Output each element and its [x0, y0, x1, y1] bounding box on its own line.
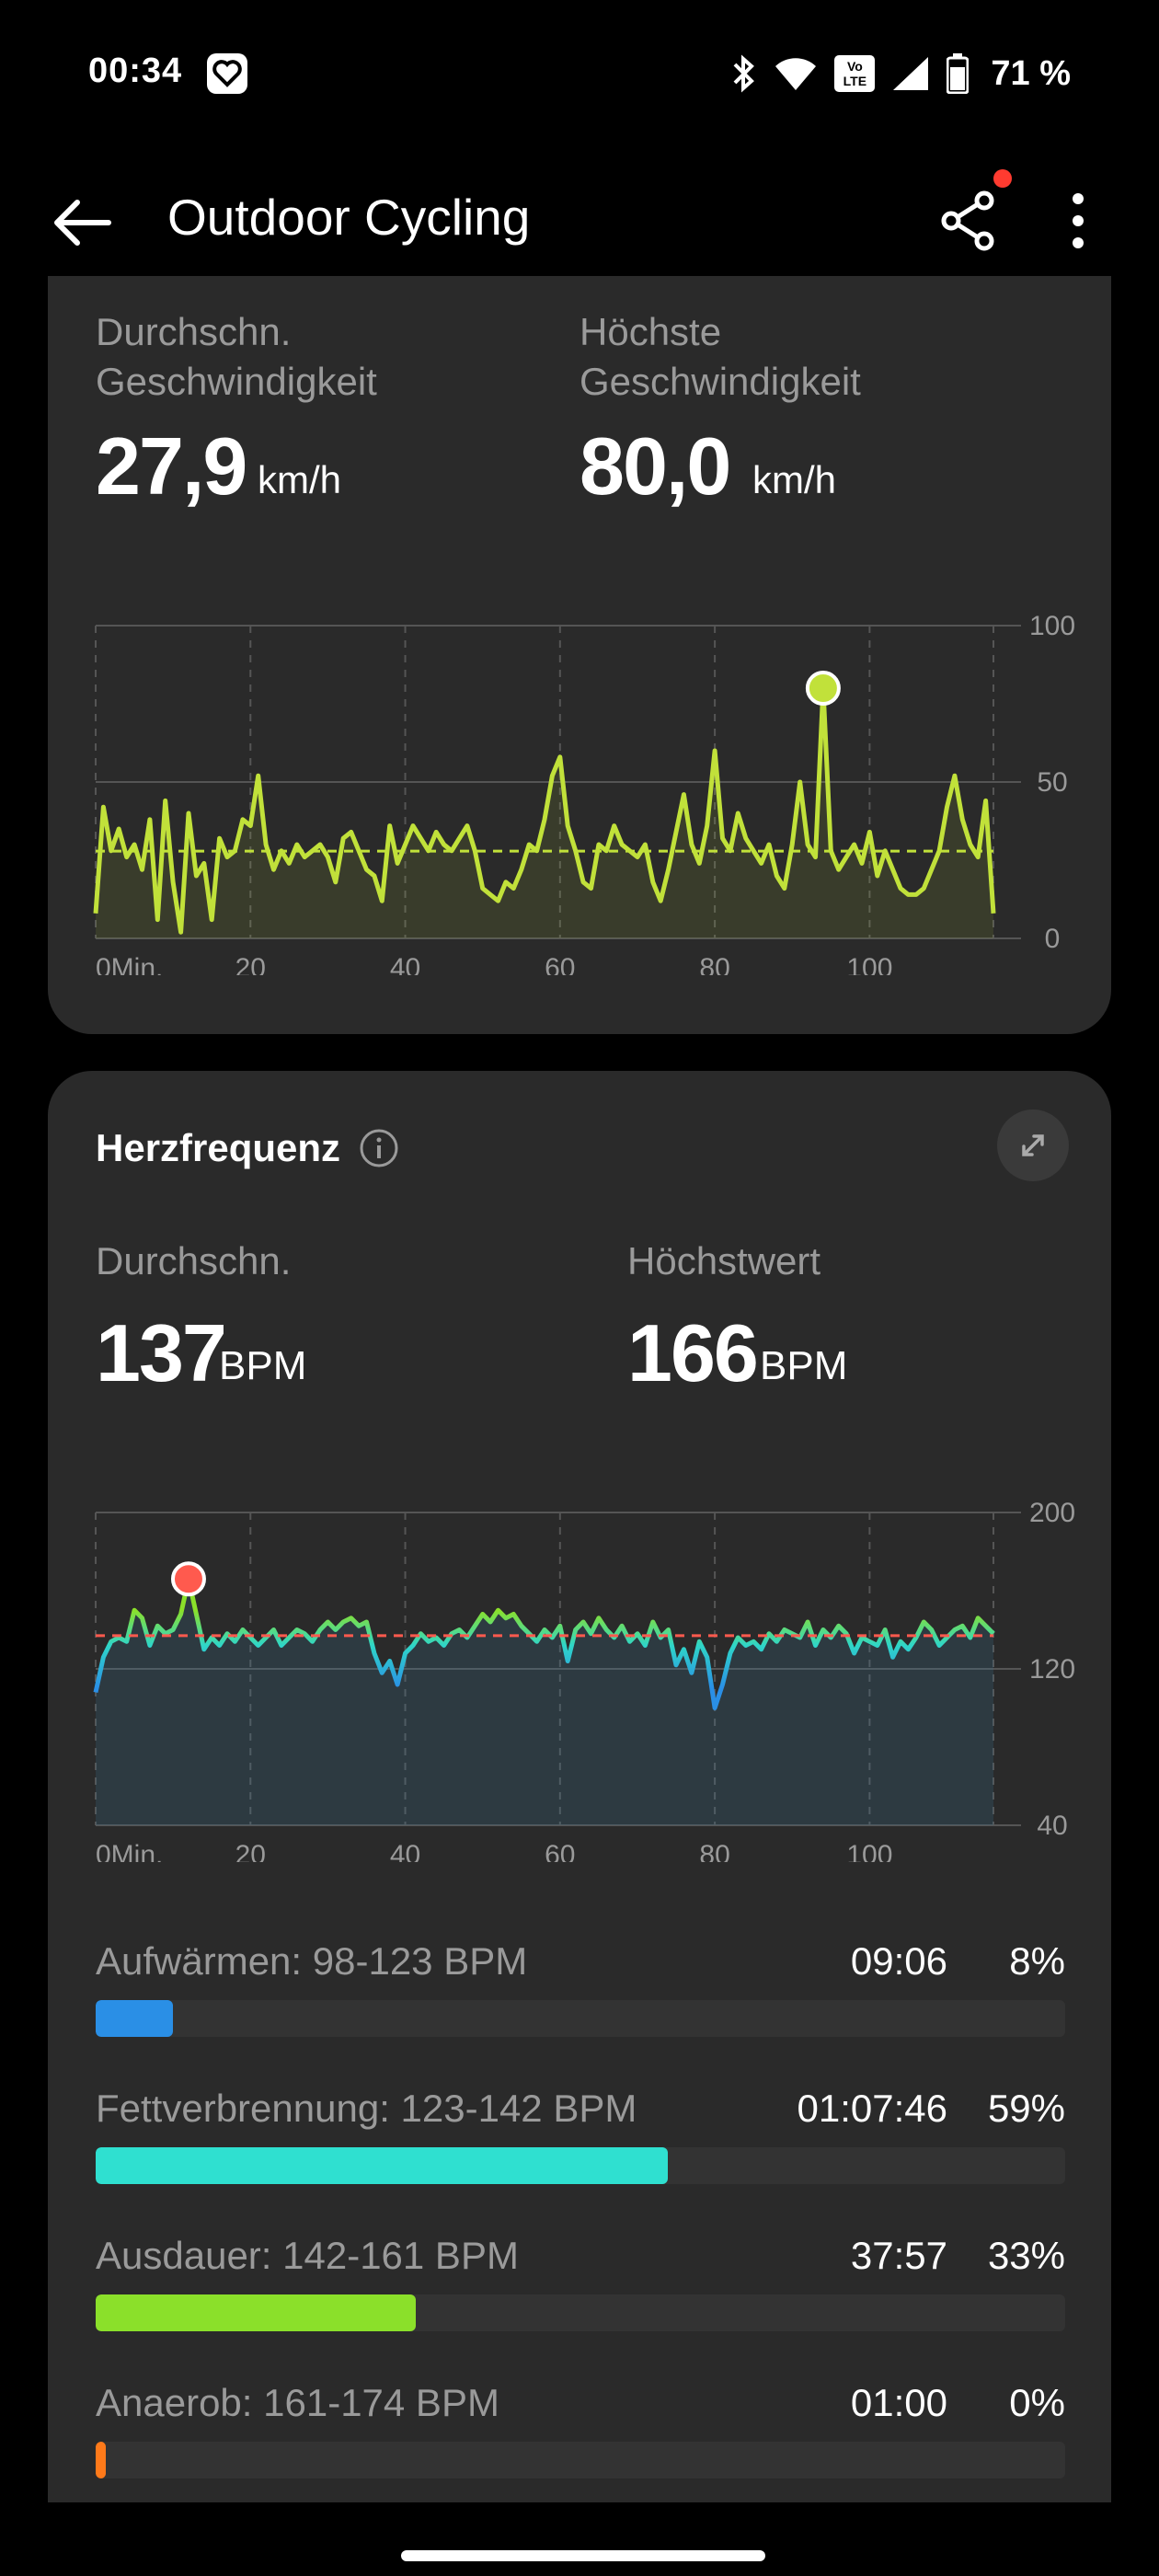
zone-bar-fill	[96, 2294, 416, 2331]
app-bar: Outdoor Cycling	[0, 166, 1159, 276]
x-tick-label: 100	[846, 953, 892, 975]
zone-bar-fill	[96, 2000, 174, 2037]
hr-avg-unit: BPM	[219, 1343, 307, 1388]
bluetooth-icon	[733, 54, 755, 93]
max-marker[interactable]	[170, 1561, 206, 1597]
x-tick-label: 40	[390, 953, 420, 975]
y-tick-label: 0	[1045, 924, 1061, 954]
zone-time: 09:06	[850, 1939, 947, 1983]
x-tick-label: 100	[846, 1840, 892, 1862]
page-title: Outdoor Cycling	[167, 189, 531, 246]
hr-avg-value: 137	[96, 1307, 227, 1398]
x-tick-label: 0Min.	[96, 1840, 163, 1862]
x-tick-label: 60	[545, 1840, 575, 1862]
max-speed-value: 80,0	[580, 420, 731, 512]
zone-warmup: Aufwärmen: 98-123 BPM 09:06 8%	[96, 1939, 1065, 2087]
volte-icon: Vo LTE	[834, 55, 876, 92]
home-gesture-handle[interactable]	[401, 2550, 765, 2561]
x-tick-label: 20	[235, 1840, 266, 1862]
hr-max-value: 166	[627, 1307, 759, 1398]
zone-bar-track	[96, 2000, 1065, 2037]
expand-icon	[1022, 1134, 1044, 1156]
y-tick-label: 100	[1029, 611, 1075, 641]
max-marker[interactable]	[805, 671, 841, 706]
avg-speed-label: Durchschn. Geschwindigkeit	[96, 310, 377, 403]
x-tick-label: 60	[545, 953, 575, 975]
zone-label: Fettverbrennung: 123-142 BPM	[96, 2087, 637, 2130]
hr-max-label: Höchstwert	[627, 1239, 821, 1282]
zone-time: 37:57	[850, 2234, 947, 2277]
hr-avg-label: Durchschn.	[96, 1239, 292, 1282]
zone-label: Anaerob: 161-174 BPM	[96, 2381, 499, 2424]
info-icon[interactable]	[359, 1128, 399, 1168]
app-notification-icon	[207, 53, 247, 94]
heart-rate-title: Herzfrequenz	[96, 1126, 341, 1169]
heart-rate-chart: 40 120 200 0Min. 20 40 60 80 100	[93, 1498, 1075, 1862]
zone-anaerobic: Anaerob: 161-174 BPM 01:00 0%	[96, 2381, 1065, 2528]
chart-area	[96, 688, 993, 938]
status-bar: 00:34 Vo LTE 71 %	[0, 0, 1159, 147]
x-tick-label: 40	[390, 1840, 420, 1862]
signal-icon	[893, 57, 929, 90]
share-icon[interactable]	[935, 186, 1004, 256]
battery-icon	[947, 53, 970, 94]
status-icons: Vo LTE 71 %	[731, 50, 1071, 98]
zone-bar-track	[96, 2442, 1065, 2478]
zone-label: Aufwärmen: 98-123 BPM	[96, 1939, 528, 1983]
speed-chart: 0 50 100 0Min. 20 40 60 80 100	[93, 611, 1075, 975]
zone-time: 01:00	[850, 2381, 947, 2424]
zone-bar-fill	[96, 2147, 668, 2184]
zone-label: Ausdauer: 142-161 BPM	[96, 2234, 519, 2277]
x-tick-label: 80	[699, 1840, 729, 1862]
status-time: 00:34	[88, 52, 183, 90]
zone-time: 01:07:46	[797, 2087, 948, 2130]
chart-area	[96, 1579, 993, 1825]
share-notification-badge	[993, 169, 1012, 188]
avg-speed-unit: km/h	[258, 458, 342, 501]
heart-rate-card: Herzfrequenz Durchschn. 137 BPM Höchstwe…	[48, 1071, 1111, 2576]
zone-bar-track	[96, 2294, 1065, 2331]
zone-bar-fill	[96, 2442, 106, 2478]
y-tick-label: 200	[1029, 1498, 1075, 1528]
back-arrow-icon[interactable]	[50, 190, 116, 256]
expand-button[interactable]	[997, 1110, 1069, 1181]
zone-percentage: 59%	[987, 2087, 1065, 2130]
y-tick-label: 50	[1037, 767, 1067, 798]
wifi-icon	[775, 58, 817, 90]
chart-line	[93, 1576, 995, 1710]
y-tick-label: 40	[1037, 1811, 1067, 1841]
navigation-bar	[0, 2502, 1159, 2576]
max-speed-unit: km/h	[752, 458, 837, 501]
battery-percentage: 71 %	[991, 53, 1071, 93]
zone-percentage: 8%	[1009, 1939, 1065, 1983]
avg-speed-value: 27,9	[96, 420, 247, 512]
x-tick-label: 0Min.	[96, 953, 163, 975]
zone-percentage: 33%	[987, 2234, 1065, 2277]
zone-bar-track	[96, 2147, 1065, 2184]
x-tick-label: 80	[699, 953, 729, 975]
hr-max-unit: BPM	[760, 1343, 848, 1388]
zone-endurance: Ausdauer: 142-161 BPM 37:57 33%	[96, 2234, 1065, 2381]
x-tick-label: 20	[235, 953, 266, 975]
y-tick-label: 120	[1029, 1654, 1075, 1685]
chart-line	[93, 685, 996, 935]
more-vert-icon[interactable]	[1056, 186, 1100, 256]
zone-fat-burn: Fettverbrennung: 123-142 BPM 01:07:46 59…	[96, 2087, 1065, 2234]
speed-card: Durchschn. Geschwindigkeit 27,9 km/h Höc…	[48, 276, 1111, 1034]
max-speed-label: Höchste Geschwindigkeit	[580, 310, 861, 403]
zone-percentage: 0%	[1009, 2381, 1065, 2424]
